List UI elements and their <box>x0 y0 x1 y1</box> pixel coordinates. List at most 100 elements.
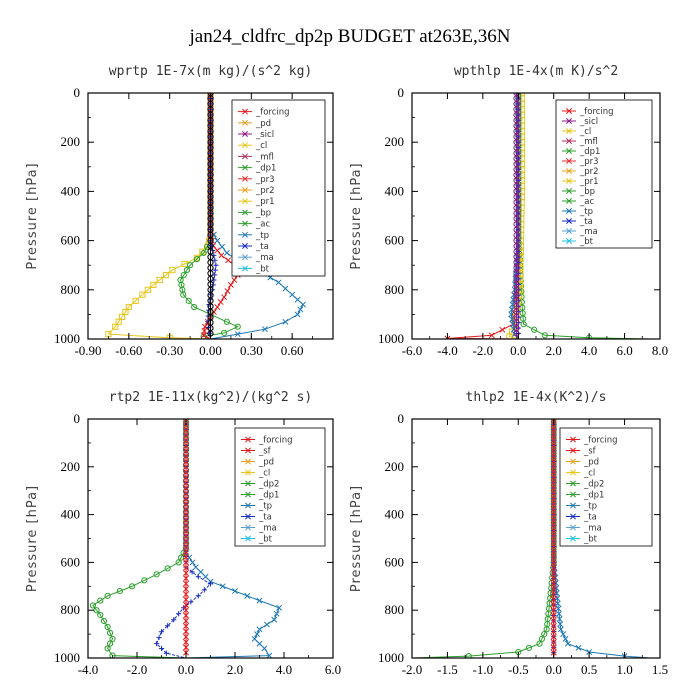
legend-marker <box>242 175 248 182</box>
y-tick-label: 0 <box>398 411 405 426</box>
series-marker <box>218 252 225 259</box>
series-marker <box>183 495 189 502</box>
series-marker <box>550 474 557 481</box>
series-marker <box>192 564 199 571</box>
series-marker <box>183 419 189 422</box>
legend-label: _bt <box>583 535 598 545</box>
x-tick-label: 0.0 <box>546 662 562 677</box>
chart-panel-1: wprtp 1E-7x(m kg)/(s^2 kg) Pressure [hPa]… <box>25 64 334 358</box>
legend-label: _cl <box>579 127 591 137</box>
legend-label: _forcing <box>255 108 290 118</box>
legend-box <box>231 99 326 277</box>
series-marker <box>202 573 209 580</box>
series-marker <box>115 318 122 325</box>
series-marker <box>256 597 263 604</box>
series-marker <box>550 570 557 576</box>
series-marker <box>154 641 160 647</box>
legend: _forcing_sf_pd_cl_dp2_dp1_tp_ta_ma_bt <box>559 427 653 547</box>
legend-label: _tp <box>583 502 597 512</box>
series-marker <box>256 626 263 633</box>
legend-label: _ma <box>579 227 598 237</box>
series-marker <box>550 463 557 470</box>
series-marker <box>550 516 557 523</box>
y-tick-label: 800 <box>385 602 405 617</box>
y-tick-label: 400 <box>385 507 405 522</box>
y-axis-label: Pressure [hPa] <box>25 162 40 269</box>
series-marker <box>531 326 538 333</box>
series-group <box>89 419 283 658</box>
series-marker <box>183 591 189 598</box>
x-tick-label: 0.0 <box>510 343 526 358</box>
series-marker <box>183 559 189 566</box>
series-marker <box>156 276 163 284</box>
series-marker <box>203 243 211 250</box>
series-marker <box>550 490 557 497</box>
x-tick-label: -1.5 <box>437 662 458 677</box>
series-marker <box>556 610 562 617</box>
x-tick-label: -0.60 <box>115 343 142 358</box>
x-tick-label: 0.60 <box>281 343 304 358</box>
y-tick-label: 600 <box>385 233 405 248</box>
legend-marker <box>566 138 572 144</box>
legend-label: _pr3 <box>255 175 275 185</box>
series-line <box>107 93 211 339</box>
legend-marker <box>245 535 251 542</box>
x-tick-label: 4.0 <box>581 343 597 358</box>
series-marker <box>263 621 270 628</box>
y-axis-label: Pressure [hPa] <box>349 162 364 269</box>
series-marker <box>555 605 562 612</box>
series-marker <box>183 575 189 582</box>
series-marker <box>221 329 228 336</box>
series-marker <box>106 640 114 647</box>
y-tick-label: 1000 <box>378 331 404 346</box>
legend-marker <box>242 220 248 227</box>
series-marker <box>183 580 189 587</box>
legend-label: _pd <box>255 119 271 129</box>
x-tick-label: -0.5 <box>508 662 529 677</box>
series-marker <box>550 469 557 476</box>
legend-marker <box>566 208 572 214</box>
series-marker <box>191 303 198 311</box>
series-marker <box>217 299 224 306</box>
series-marker <box>261 645 268 652</box>
series-marker <box>183 554 189 561</box>
series-marker <box>125 303 132 311</box>
series-marker <box>550 628 557 635</box>
series-marker <box>116 587 123 595</box>
legend-label: _cl <box>583 469 595 479</box>
legend-label: _sf <box>583 447 597 457</box>
series-marker <box>550 633 557 640</box>
series-marker <box>178 554 185 561</box>
series-marker <box>550 639 557 646</box>
series-marker <box>183 501 189 507</box>
legend: _forcing_pd_sicl_cl_mfl_dp1_pr3_pr2_pr1_… <box>231 99 326 277</box>
panel-title: thlp2 1E-4x(K^2)/s <box>466 390 607 405</box>
y-tick-label: 200 <box>61 459 81 474</box>
series-marker <box>550 442 557 449</box>
legend-label: _forcing <box>583 436 618 446</box>
legend-label: _dp1 <box>579 147 600 157</box>
series-marker <box>550 538 557 545</box>
series-marker <box>183 623 189 630</box>
series-marker <box>195 593 201 599</box>
series-marker <box>564 640 571 647</box>
series-marker <box>276 604 283 611</box>
series-marker <box>183 644 189 651</box>
series-marker <box>550 458 557 465</box>
legend-marker <box>245 524 251 531</box>
y-tick-label: 1000 <box>54 650 80 665</box>
legend-label: _pr1 <box>579 177 599 187</box>
x-tick-label: 0.5 <box>581 662 597 677</box>
legend-marker <box>242 108 248 115</box>
legend-marker <box>245 513 251 520</box>
figure-title: jan24_cldfrc_dp2p BUDGET at263E,36N <box>188 26 510 47</box>
series-marker <box>289 291 296 298</box>
legend-label: _pr1 <box>255 197 275 207</box>
legend-label: _dp2 <box>583 480 604 490</box>
series-marker <box>104 592 111 599</box>
x-tick-label: 6.0 <box>325 662 341 677</box>
legend-label: _mfl <box>255 152 274 162</box>
series-marker <box>211 277 217 283</box>
series-group <box>105 93 307 339</box>
legend-label: _pd <box>583 458 599 468</box>
